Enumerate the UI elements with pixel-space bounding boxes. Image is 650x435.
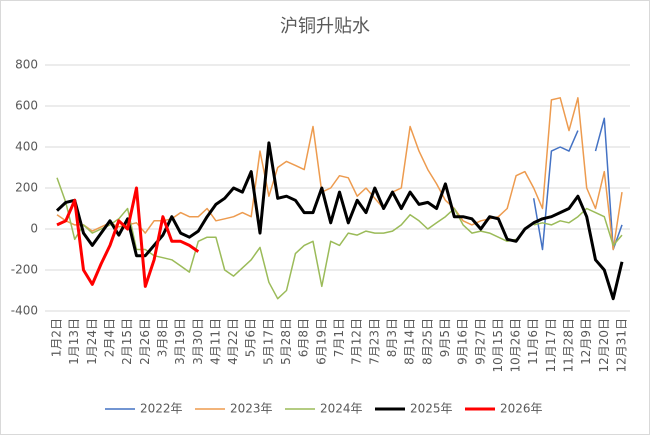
y-tick-label: 600 (15, 99, 38, 113)
x-tick-label: 3月19日 (173, 318, 187, 365)
x-tick-label: 6月19日 (314, 318, 328, 365)
y-tick-label: 800 (15, 58, 38, 72)
x-tick-label: 8月25日 (420, 318, 434, 365)
legend-label: 2026年 (500, 402, 543, 416)
y-tick-label: -200 (11, 263, 38, 277)
y-tick-label: 400 (15, 140, 38, 154)
x-tick-label: 10月15日 (491, 318, 505, 373)
legend-label: 2023年 (230, 402, 273, 416)
series-line (55, 141, 624, 301)
y-tick-label: 0 (30, 222, 38, 236)
x-tick-label: 9月5日 (438, 318, 452, 357)
x-tick-label: 4月11日 (208, 318, 222, 365)
x-tick-label: 12月9日 (579, 318, 593, 365)
x-tick-label: 12月31日 (615, 318, 629, 373)
y-tick-label: 200 (15, 181, 38, 195)
x-tick-label: 9月16日 (456, 318, 470, 365)
x-tick-label: 7月23日 (367, 318, 381, 365)
legend-label: 2025年 (410, 402, 453, 416)
x-tick-label: 5月28日 (279, 318, 293, 365)
x-tick-label: 8月14日 (403, 318, 417, 365)
x-tick-label: 1月2日 (50, 318, 64, 357)
x-tick-label: 11月6日 (526, 318, 540, 365)
x-tick-label: 1月24日 (85, 318, 99, 365)
x-tick-label: 7月1日 (332, 318, 346, 357)
x-tick-label: 2月26日 (138, 318, 152, 365)
x-tick-label: 7月12日 (350, 318, 364, 365)
x-tick-label: 10月26日 (509, 318, 523, 373)
x-tick-label: 11月17日 (544, 318, 558, 373)
series-line (56, 186, 200, 288)
y-tick-label: -400 (11, 304, 38, 318)
chart-title: 沪铜升贴水 (280, 16, 370, 37)
series-line (56, 177, 623, 300)
x-tick-label: 5月17日 (261, 318, 275, 365)
x-tick-label: 11月28日 (562, 318, 576, 373)
x-tick-label: 6月8日 (297, 318, 311, 357)
series-line (56, 97, 623, 251)
x-tick-label: 2月4日 (102, 318, 116, 357)
x-tick-label: 5月6日 (244, 318, 258, 357)
legend-label: 2022年 (140, 402, 183, 416)
x-tick-label: 8月3日 (385, 318, 399, 357)
x-tick-label: 3月30日 (191, 318, 205, 365)
x-tick-label: 12月20日 (597, 318, 611, 373)
x-tick-label: 4月22日 (226, 318, 240, 365)
x-tick-label: 2月15日 (120, 318, 134, 365)
series-line (532, 117, 623, 251)
x-tick-label: 1月13日 (67, 318, 81, 365)
x-tick-label: 3月8日 (155, 318, 169, 357)
x-tick-label: 9月27日 (473, 318, 487, 365)
legend-label: 2024年 (320, 402, 363, 416)
